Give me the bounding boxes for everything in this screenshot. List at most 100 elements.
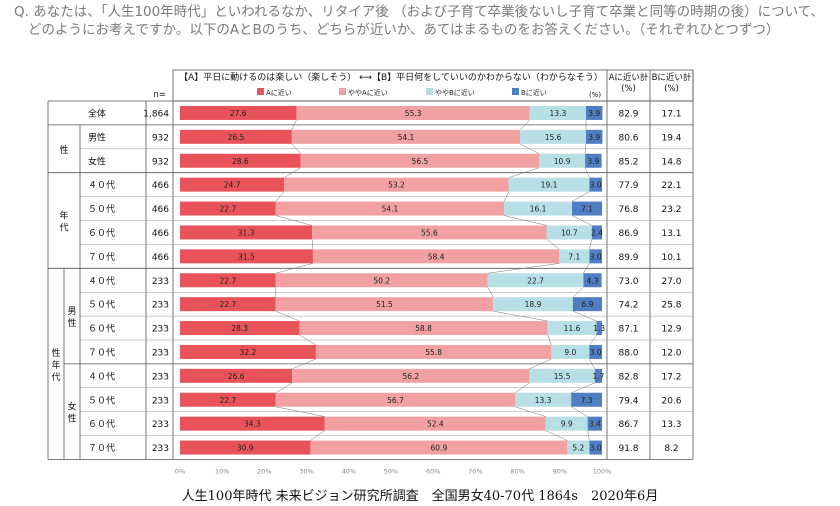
- bar-segment: [180, 105, 297, 120]
- bar-segment: [589, 440, 602, 455]
- bar-value: 22.7: [220, 396, 237, 405]
- bar-value: 24.7: [224, 181, 241, 190]
- b-total-value: 27.0: [661, 277, 681, 287]
- row-label: ６０代: [88, 324, 115, 335]
- a-total-value: 79.4: [618, 396, 638, 406]
- row-label: ４０代: [88, 276, 115, 287]
- bar-value: 30.9: [237, 444, 254, 453]
- b-total-value: 8.2: [664, 444, 678, 454]
- b-total-value: 10.1: [661, 253, 681, 263]
- bar-segment: [591, 225, 602, 240]
- x-tick-label: 30%: [299, 468, 313, 476]
- connector-line: [587, 430, 590, 441]
- a-total-header: (%): [621, 84, 636, 94]
- bar-value: 58.8: [415, 324, 432, 333]
- connector-line: [275, 406, 325, 417]
- bar-segment: [529, 368, 595, 383]
- connector-line: [571, 406, 588, 417]
- connector-line: [503, 191, 509, 202]
- bar-segment: [520, 129, 586, 144]
- x-tick-label: 60%: [426, 468, 440, 476]
- bar-value: 31.5: [238, 252, 255, 261]
- connector-line: [589, 358, 596, 369]
- connector-line: [299, 334, 317, 346]
- row-n: 233: [152, 444, 169, 454]
- connector-line: [508, 167, 540, 178]
- connector-line: [504, 215, 547, 226]
- bar-segment: [515, 392, 572, 407]
- row-n: 233: [152, 277, 169, 287]
- bar-value: 5.2: [572, 444, 584, 453]
- bar-value: 60.9: [431, 444, 448, 453]
- bar-value: 2.4: [591, 228, 603, 237]
- bar-segment: [571, 392, 602, 407]
- connector-line: [275, 191, 285, 202]
- legend-label: Bに近い: [521, 88, 547, 97]
- b-total-value: 25.8: [661, 301, 681, 311]
- row-n: 233: [152, 396, 169, 406]
- group-label-male: 性: [67, 317, 76, 329]
- bar-segment: [284, 177, 509, 192]
- group-label-sexage: 代: [51, 372, 60, 383]
- row-n: 233: [152, 420, 169, 430]
- bar-value: 51.5: [376, 300, 393, 309]
- b-total-header: (%): [664, 84, 679, 94]
- connector-line: [275, 310, 300, 322]
- a-total-value: 86.9: [618, 229, 638, 239]
- bar-value: 3.9: [588, 133, 600, 142]
- bar-value: 53.2: [388, 181, 405, 190]
- b-total-value: 22.1: [661, 181, 681, 191]
- bar-value: 10.9: [554, 157, 571, 166]
- x-tick-label: 10%: [215, 468, 229, 476]
- bar-segment: [539, 153, 586, 168]
- x-tick-label: 80%: [510, 468, 524, 476]
- row-n: 466: [152, 181, 169, 191]
- bar-segment: [504, 201, 573, 216]
- group-label-sex: 性: [59, 144, 68, 156]
- row-label: ４０代: [88, 180, 115, 191]
- a-total-value: 80.6: [618, 133, 638, 143]
- bar-value: 15.5: [554, 372, 571, 381]
- bar-value: 4.3: [587, 276, 599, 285]
- bar-segment: [180, 440, 311, 455]
- bar-value: 28.3: [231, 324, 248, 333]
- row-label: ５０代: [88, 395, 115, 406]
- x-tick-label: 0%: [175, 468, 185, 476]
- bar-value: 7.3: [581, 396, 593, 405]
- bar-segment: [487, 273, 584, 288]
- bar-value: 54.1: [382, 205, 399, 214]
- bar-value: 28.6: [232, 157, 249, 166]
- b-total-value: 20.6: [661, 396, 681, 406]
- bar-value: 7.1: [568, 252, 580, 261]
- group-label-age: 年: [59, 210, 68, 222]
- group-label-female: 性: [67, 413, 76, 425]
- bar-value: 18.9: [525, 300, 542, 309]
- row-label: ５０代: [88, 300, 115, 311]
- a-total-value: 87.1: [618, 325, 638, 335]
- bar-segment: [589, 344, 602, 359]
- connector-line: [547, 334, 552, 346]
- bar-segment: [275, 392, 516, 407]
- row-label: ６０代: [88, 419, 115, 430]
- question-text: Q. あなたは、「人生100年時代」といわれるなか、リタイア後 （および子育て卒…: [14, 3, 829, 39]
- group-label-female: 女: [67, 401, 76, 413]
- bar-segment: [180, 225, 313, 240]
- bar-segment: [585, 153, 602, 168]
- connector-line: [584, 167, 590, 178]
- b-total-value: 17.2: [661, 372, 681, 382]
- bar-value: 13.3: [535, 396, 552, 405]
- connector-line: [520, 143, 540, 154]
- connector-line: [275, 382, 293, 393]
- bar-value: 56.7: [387, 396, 404, 405]
- bar-value: 56.2: [402, 372, 419, 381]
- bar-value: 31.3: [238, 228, 255, 237]
- connector-line: [571, 191, 590, 202]
- bar-segment: [275, 201, 505, 216]
- bar-value: 10.7: [561, 228, 578, 237]
- bar-segment: [529, 105, 586, 120]
- row-n: 233: [152, 348, 169, 358]
- row-label: ６０代: [88, 228, 115, 239]
- bar-segment: [180, 129, 292, 144]
- row-n: 233: [152, 325, 169, 335]
- legend-swatch: [257, 88, 264, 95]
